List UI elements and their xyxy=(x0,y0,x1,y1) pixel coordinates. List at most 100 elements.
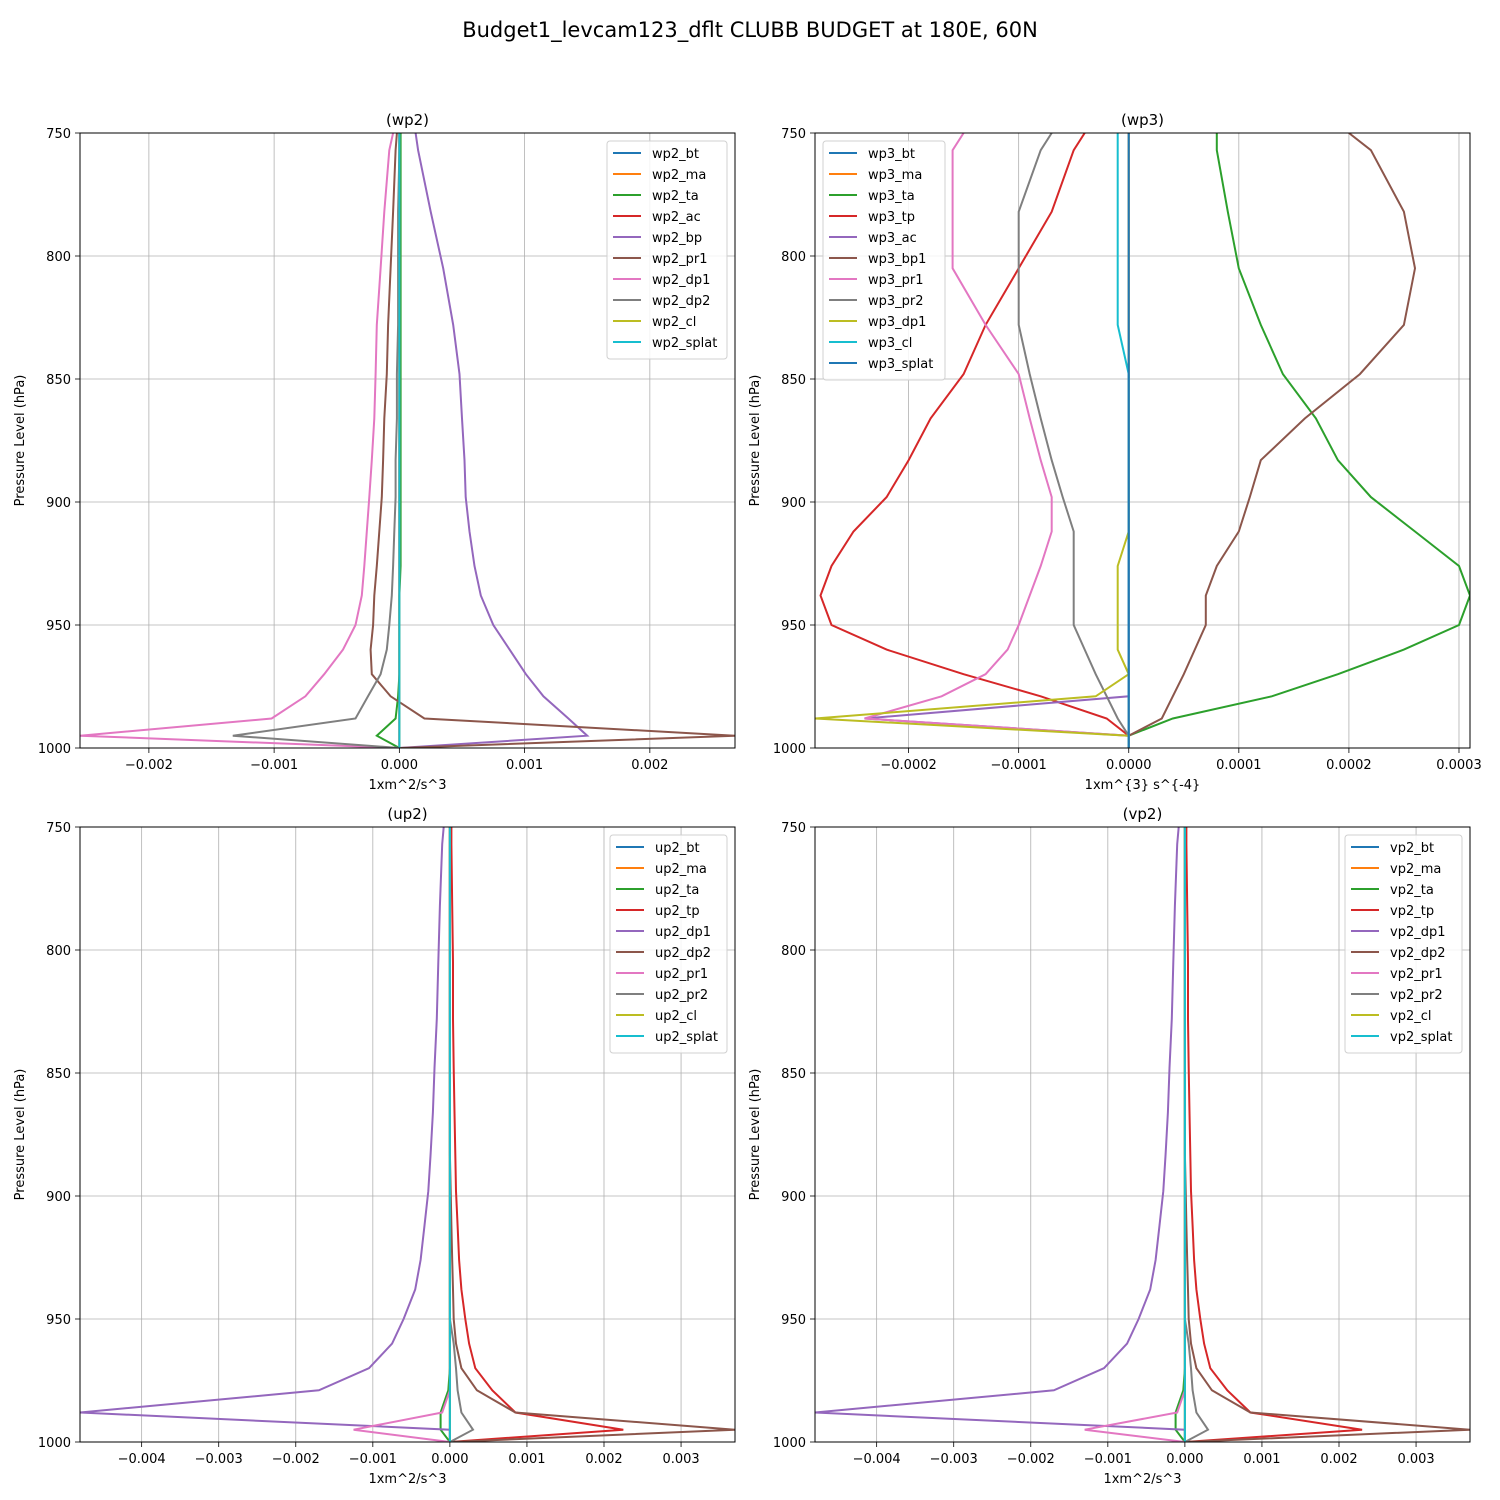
plot-frame xyxy=(79,826,736,1443)
y-tick-label: 900 xyxy=(781,1190,806,1205)
series-line-wp2_bp xyxy=(399,133,590,748)
legend-label-wp3_ma: wp3_ma xyxy=(868,168,922,183)
chart-title: (wp2) xyxy=(386,111,429,129)
x-tick-label: 0.002 xyxy=(1320,1452,1357,1467)
x-tick-label: −0.001 xyxy=(1084,1452,1132,1467)
y-tick-label: 750 xyxy=(46,127,71,142)
legend-label-wp3_cl: wp3_cl xyxy=(868,336,912,351)
legend: wp2_bt wp2_ma wp2_ta wp2_ac wp2_bp wp2_pr1 wp2… xyxy=(606,140,728,360)
legend-label-wp2_cl: wp2_cl xyxy=(652,315,696,330)
y-tick-label: 750 xyxy=(781,127,806,142)
x-tick-label: −0.001 xyxy=(349,1452,397,1467)
y-tick-label: 1000 xyxy=(38,742,71,757)
y-axis-label: Pressure Level (hPa) xyxy=(13,375,28,507)
x-tick-label: 0.001 xyxy=(1243,1452,1280,1467)
x-tick-label: 0.0003 xyxy=(1436,758,1482,773)
x-tick-label: 0.0000 xyxy=(1106,758,1152,773)
y-tick-label: 850 xyxy=(781,1067,806,1082)
y-tick-label: 900 xyxy=(781,496,806,511)
legend-label-up2_cl: up2_cl xyxy=(655,1009,697,1024)
legend-label-wp2_bp: wp2_bp xyxy=(652,231,702,246)
series-line-up2_tp xyxy=(449,827,624,1442)
x-tick-label: 0.001 xyxy=(506,758,543,773)
legend: wp3_bt wp3_ma wp3_ta wp3_tp wp3_ac wp3_bp1 wp3… xyxy=(822,140,946,381)
legend-label-wp3_pr2: wp3_pr2 xyxy=(868,294,924,309)
series-lines xyxy=(815,133,1470,748)
plot-frame xyxy=(814,132,1471,749)
legend-label-wp2_ta: wp2_ta xyxy=(652,189,699,204)
y-tick-label: 800 xyxy=(781,944,806,959)
legend-label-vp2_cl: vp2_cl xyxy=(1390,1009,1431,1024)
legend-label-wp3_bt: wp3_bt xyxy=(868,147,915,162)
series-line-wp2_dp1 xyxy=(80,133,400,748)
legend-label-wp3_bp1: wp3_bp1 xyxy=(868,252,926,267)
legend-label-up2_ta: up2_ta xyxy=(655,883,699,898)
legend-label-vp2_dp1: vp2_dp1 xyxy=(1390,925,1446,940)
legend: up2_bt up2_ma up2_ta up2_tp up2_dp1 up2_dp2up… xyxy=(609,834,728,1054)
legend-label-up2_dp1: up2_dp1 xyxy=(655,925,711,940)
x-tick-label: 0.002 xyxy=(631,758,668,773)
x-tick-label: 0.000 xyxy=(431,1452,468,1467)
legend: vp2_bt vp2_ma vp2_ta vp2_tp vp2_dp1 vp2_dp2vp… xyxy=(1344,834,1463,1054)
y-tick-label: 900 xyxy=(46,496,71,511)
legend-label-up2_pr1: up2_pr1 xyxy=(655,967,708,982)
series-line-wp2_ta xyxy=(375,133,402,748)
legend-label-up2_dp2: up2_dp2 xyxy=(655,946,711,961)
legend-label-wp2_ma: wp2_ma xyxy=(652,168,706,183)
chart-title: (up2) xyxy=(387,805,427,823)
legend-label-wp2_dp2: wp2_dp2 xyxy=(652,294,710,309)
y-tick-label: 950 xyxy=(46,619,71,634)
series-lines xyxy=(80,827,735,1442)
y-tick-label: 1000 xyxy=(38,1436,71,1451)
chart-panel-wp2: −0.002 −0.001 0.000 0.001 0.002 750 800 850 900 9… xyxy=(13,111,736,793)
series-line-up2_pr1 xyxy=(353,827,451,1442)
legend-label-vp2_pr1: vp2_pr1 xyxy=(1390,967,1443,982)
series-line-wp3_cl xyxy=(1116,133,1130,748)
legend-label-vp2_ma: vp2_ma xyxy=(1390,862,1441,877)
series-lines xyxy=(80,133,735,748)
chart-panel-wp3: −0.0002 −0.0001 0.0000 0.0001 0.0002 0.0003 75… xyxy=(748,111,1482,793)
x-tick-label: −0.002 xyxy=(272,1452,320,1467)
legend-label-up2_pr2: up2_pr2 xyxy=(655,988,708,1003)
series-line-wp3_bp1 xyxy=(1127,133,1417,748)
x-tick-label: 0.003 xyxy=(662,1452,699,1467)
series-line-up2_ta xyxy=(439,827,451,1442)
y-tick-label: 800 xyxy=(781,250,806,265)
x-axis-label: 1xm^2/s^3 xyxy=(368,1472,446,1487)
legend-label-wp2_dp1: wp2_dp1 xyxy=(652,273,710,288)
y-tick-label: 750 xyxy=(781,821,806,836)
x-tick-label: 0.0001 xyxy=(1216,758,1262,773)
x-tick-label: −0.002 xyxy=(1007,1452,1055,1467)
legend-label-wp2_splat: wp2_splat xyxy=(652,336,717,351)
chart-title: (vp2) xyxy=(1123,805,1163,823)
y-tick-label: 750 xyxy=(46,821,71,836)
legend-label-wp2_bt: wp2_bt xyxy=(652,147,699,162)
series-line-wp3_pr1 xyxy=(864,133,1130,748)
y-tick-label: 950 xyxy=(46,1313,71,1328)
chart-panel-vp2: −0.004 −0.003 −0.002 −0.001 0.000 0.001 0.002 0… xyxy=(748,805,1471,1487)
y-axis-label: Pressure Level (hPa) xyxy=(748,1069,763,1201)
y-tick-label: 900 xyxy=(46,1190,71,1205)
x-axis-label: 1xm^2/s^3 xyxy=(368,778,446,793)
legend-label-wp3_tp: wp3_tp xyxy=(868,210,915,225)
legend-label-vp2_splat: vp2_splat xyxy=(1390,1030,1452,1045)
legend-label-up2_ma: up2_ma xyxy=(655,862,707,877)
x-tick-label: −0.0002 xyxy=(880,758,936,773)
x-tick-label: −0.004 xyxy=(118,1452,166,1467)
legend-label-vp2_pr2: vp2_pr2 xyxy=(1390,988,1443,1003)
x-tick-label: −0.003 xyxy=(195,1452,243,1467)
series-line-wp2_pr1 xyxy=(369,133,735,748)
legend-label-wp2_pr1: wp2_pr1 xyxy=(652,252,708,267)
legend-label-up2_splat: up2_splat xyxy=(655,1030,718,1045)
y-tick-label: 800 xyxy=(46,944,71,959)
y-axis-label: Pressure Level (hPa) xyxy=(748,375,763,507)
figure-title: Budget1_levcam123_dflt CLUBB BUDGET at 1… xyxy=(462,18,1038,43)
y-tick-label: 1000 xyxy=(773,742,806,757)
series-line-wp2_dp2 xyxy=(232,133,401,748)
legend-label-wp2_ac: wp2_ac xyxy=(652,210,701,225)
plot-frame xyxy=(79,132,736,749)
chart-title: (wp3) xyxy=(1121,111,1164,129)
legend-label-up2_tp: up2_tp xyxy=(655,904,700,919)
x-axis-label: 1xm^2/s^3 xyxy=(1103,1472,1181,1487)
panels: −0.002 −0.001 0.000 0.001 0.002 750 800 850 900 9… xyxy=(13,111,1482,1487)
